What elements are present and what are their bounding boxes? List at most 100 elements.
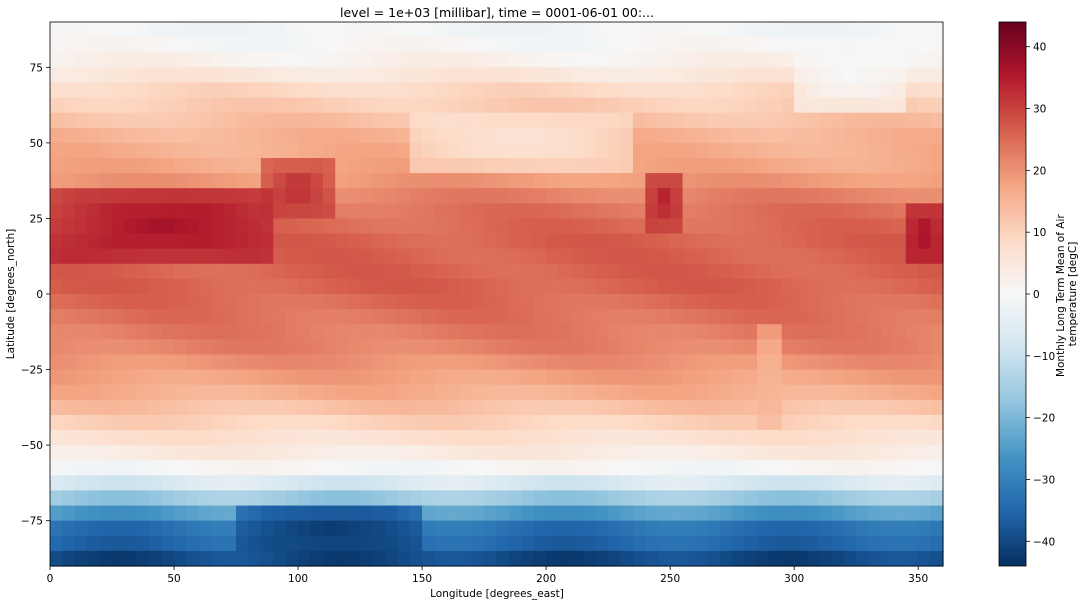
heatmap-cell	[757, 37, 770, 53]
heatmap-cell	[621, 98, 634, 114]
heatmap-cell	[124, 536, 137, 552]
heatmap-cell	[794, 430, 807, 446]
heatmap-cell	[521, 506, 534, 522]
heatmap-cell	[149, 506, 162, 522]
heatmap-cell	[559, 128, 572, 144]
heatmap-cell	[509, 234, 522, 250]
heatmap-cell	[335, 460, 348, 476]
heatmap-cell	[149, 460, 162, 476]
heatmap-cell	[422, 188, 435, 204]
heatmap-cell	[112, 339, 125, 355]
heatmap-cell	[707, 203, 720, 219]
heatmap-cell	[174, 158, 187, 174]
heatmap-cell	[633, 521, 646, 537]
heatmap-cell	[484, 490, 497, 506]
heatmap-cell	[50, 173, 63, 189]
heatmap-cell	[893, 143, 906, 159]
heatmap-cell	[819, 249, 832, 265]
heatmap-cell	[360, 475, 373, 491]
heatmap-cell	[310, 521, 323, 537]
heatmap-cell	[918, 385, 931, 401]
heatmap-cell	[224, 460, 237, 476]
heatmap-cell	[509, 203, 522, 219]
heatmap-cell	[174, 370, 187, 386]
heatmap-cell	[75, 415, 88, 431]
heatmap-cell	[397, 370, 410, 386]
heatmap-cell	[484, 354, 497, 370]
heatmap-cell	[881, 22, 894, 38]
heatmap-cell	[422, 67, 435, 83]
heatmap-cell	[50, 536, 63, 552]
heatmap-cell	[385, 67, 398, 83]
heatmap-cell	[856, 370, 869, 386]
heatmap-cell	[658, 264, 671, 280]
heatmap-cell	[224, 339, 237, 355]
heatmap-cell	[745, 22, 758, 38]
heatmap-cell	[248, 430, 261, 446]
heatmap-cell	[571, 521, 584, 537]
heatmap-cell	[149, 521, 162, 537]
heatmap-cell	[819, 385, 832, 401]
heatmap-cell	[149, 234, 162, 250]
heatmap-cell	[137, 143, 150, 159]
heatmap-cell	[695, 113, 708, 129]
heatmap-cell	[794, 188, 807, 204]
heatmap-cell	[596, 309, 609, 325]
heatmap-cell	[670, 475, 683, 491]
heatmap-cell	[112, 113, 125, 129]
heatmap-cell	[199, 460, 212, 476]
heatmap-cell	[856, 218, 869, 234]
heatmap-cell	[459, 98, 472, 114]
heatmap-cell	[596, 113, 609, 129]
heatmap-cell	[621, 52, 634, 68]
heatmap-cell	[893, 294, 906, 310]
heatmap-cell	[695, 370, 708, 386]
heatmap-cell	[707, 400, 720, 416]
heatmap-cell	[286, 128, 299, 144]
heatmap-cell	[559, 143, 572, 159]
heatmap-cell	[807, 536, 820, 552]
heatmap-cell	[621, 264, 634, 280]
heatmap-cell	[335, 324, 348, 340]
heatmap-cell	[732, 506, 745, 522]
heatmap-cell	[769, 218, 782, 234]
heatmap-cell	[236, 22, 249, 38]
heatmap-cell	[546, 460, 559, 476]
heatmap-cell	[298, 98, 311, 114]
heatmap-cell	[906, 218, 919, 234]
heatmap-cell	[50, 113, 63, 129]
heatmap-cell	[422, 521, 435, 537]
heatmap-cell	[174, 203, 187, 219]
heatmap-cell	[769, 536, 782, 552]
heatmap-cell	[124, 475, 137, 491]
heatmap-cell	[50, 203, 63, 219]
heatmap-cell	[397, 400, 410, 416]
heatmap-cell	[484, 188, 497, 204]
heatmap-cell	[261, 264, 274, 280]
heatmap-cell	[881, 249, 894, 265]
heatmap-cell	[745, 128, 758, 144]
heatmap-cell	[261, 234, 274, 250]
heatmap-cell	[261, 249, 274, 265]
heatmap-cell	[62, 370, 75, 386]
heatmap-cell	[50, 430, 63, 446]
heatmap-cell	[174, 82, 187, 98]
heatmap-cell	[819, 173, 832, 189]
heatmap-cell	[918, 249, 931, 265]
heatmap-cell	[893, 82, 906, 98]
heatmap-cell	[75, 551, 88, 567]
heatmap-cell	[658, 445, 671, 461]
heatmap-cell	[707, 385, 720, 401]
heatmap-cell	[360, 506, 373, 522]
heatmap-cell	[211, 475, 224, 491]
heatmap-cell	[881, 264, 894, 280]
heatmap-cell	[633, 82, 646, 98]
heatmap-cell	[670, 324, 683, 340]
heatmap-cell	[720, 113, 733, 129]
heatmap-cell	[621, 400, 634, 416]
heatmap-cell	[546, 506, 559, 522]
heatmap-cell	[807, 188, 820, 204]
heatmap-cell	[670, 37, 683, 53]
heatmap-cell	[745, 339, 758, 355]
heatmap-cell	[149, 430, 162, 446]
